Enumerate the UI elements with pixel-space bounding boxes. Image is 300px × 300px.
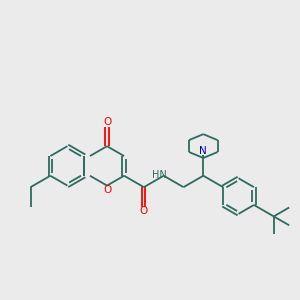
Text: O: O <box>103 185 111 195</box>
Text: N: N <box>200 146 207 156</box>
Text: HN: HN <box>152 170 167 180</box>
Text: O: O <box>140 206 148 216</box>
Text: O: O <box>103 117 111 127</box>
